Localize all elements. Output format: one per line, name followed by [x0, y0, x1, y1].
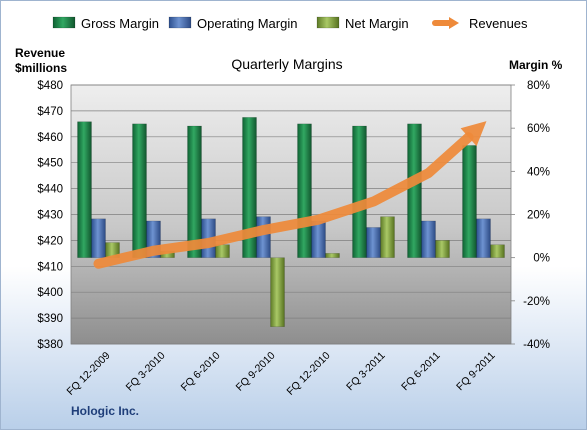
- gross-margin-bar: [242, 117, 257, 258]
- right-axis-title: Margin %: [509, 58, 563, 72]
- x-tick-label: FQ 3-2011: [344, 350, 388, 394]
- net-margin-bar: [380, 216, 395, 258]
- operating-margin-bar: [311, 220, 326, 258]
- operating-margin-bar: [256, 216, 271, 258]
- x-axis-ticks: FQ 12-2009 FQ 3-2010 FQ 6-2010 FQ 9-2010 FQ …: [65, 350, 498, 398]
- x-tick-label: FQ 9-2010: [234, 350, 278, 394]
- left-tick-label: $410: [37, 261, 63, 273]
- revenue-arrowhead: [460, 121, 487, 147]
- net-margin-bar: [215, 244, 230, 258]
- net-margin-bar: [435, 240, 450, 258]
- gross-margin-bar: [462, 145, 477, 258]
- gross-margin-bar: [132, 123, 147, 258]
- left-tick-label: $380: [37, 339, 63, 351]
- gross-margin-bar: [77, 121, 92, 258]
- x-tick-label: FQ 12-2010: [285, 350, 333, 398]
- gross-margin-bar: [407, 123, 422, 258]
- left-tick-label: $470: [37, 106, 63, 118]
- left-tick-label: $460: [37, 132, 63, 144]
- net-margin-bar: [270, 257, 285, 327]
- left-axis-ticks: $380 $390 $400 $410 $420 $430 $440 $450 $460 $470…: [37, 80, 63, 351]
- x-tick-label: FQ 12-2009: [65, 350, 113, 398]
- operating-margin-bar: [476, 218, 491, 258]
- x-tick-label: FQ 6-2010: [179, 350, 223, 394]
- right-tick-label: 40%: [527, 166, 550, 178]
- left-axis-title: Revenue $millions: [15, 46, 68, 75]
- left-tick-label: $390: [37, 313, 63, 325]
- x-tick-label: FQ 3-2010: [124, 350, 168, 394]
- legend-swatch: [52, 16, 76, 29]
- right-tick-label: 80%: [527, 80, 550, 92]
- right-tick-label: 20%: [527, 210, 550, 222]
- legend-label: Gross Margin: [81, 16, 159, 31]
- legend-label: Revenues: [469, 16, 528, 31]
- operating-margin-bar: [366, 227, 381, 258]
- legend-swatch: [316, 16, 340, 29]
- legend-label: Net Margin: [345, 16, 409, 31]
- net-margin-bar: [490, 244, 505, 258]
- right-tick-label: -20%: [523, 296, 550, 308]
- right-tick-label: 60%: [527, 123, 550, 135]
- net-margin-bar: [325, 253, 340, 258]
- left-tick-label: $450: [37, 158, 63, 170]
- legend: Gross Margin Operating Margin Net Margin Re…: [52, 16, 528, 31]
- gross-margin-bar: [352, 125, 367, 258]
- x-tick-label: FQ 9-2011: [454, 350, 498, 394]
- chart-title: Quarterly Margins: [231, 56, 342, 72]
- legend-label: Operating Margin: [197, 16, 297, 31]
- company-label: Hologic Inc.: [71, 404, 139, 418]
- revenue-arrow: [93, 121, 487, 269]
- legend-swatch: [168, 16, 192, 29]
- operating-margin-bar: [91, 218, 106, 258]
- legend-arrowhead: [449, 17, 459, 29]
- left-tick-label: $430: [37, 210, 63, 222]
- gross-margin-bar: [187, 125, 202, 258]
- left-tick-label: $440: [37, 184, 63, 196]
- left-tick-label: $420: [37, 235, 63, 247]
- left-tick-label: $400: [37, 287, 63, 299]
- left-tick-label: $480: [37, 80, 63, 92]
- right-axis-ticks: -40% -20% 0% 20% 40% 60% 80%: [511, 80, 550, 351]
- right-tick-label: -40%: [523, 339, 550, 351]
- gross-margin-bar: [297, 123, 312, 258]
- right-tick-label: 0%: [533, 253, 550, 265]
- x-tick-label: FQ 6-2011: [399, 350, 443, 394]
- revenue-line: [93, 132, 474, 269]
- operating-margin-bar: [421, 220, 436, 258]
